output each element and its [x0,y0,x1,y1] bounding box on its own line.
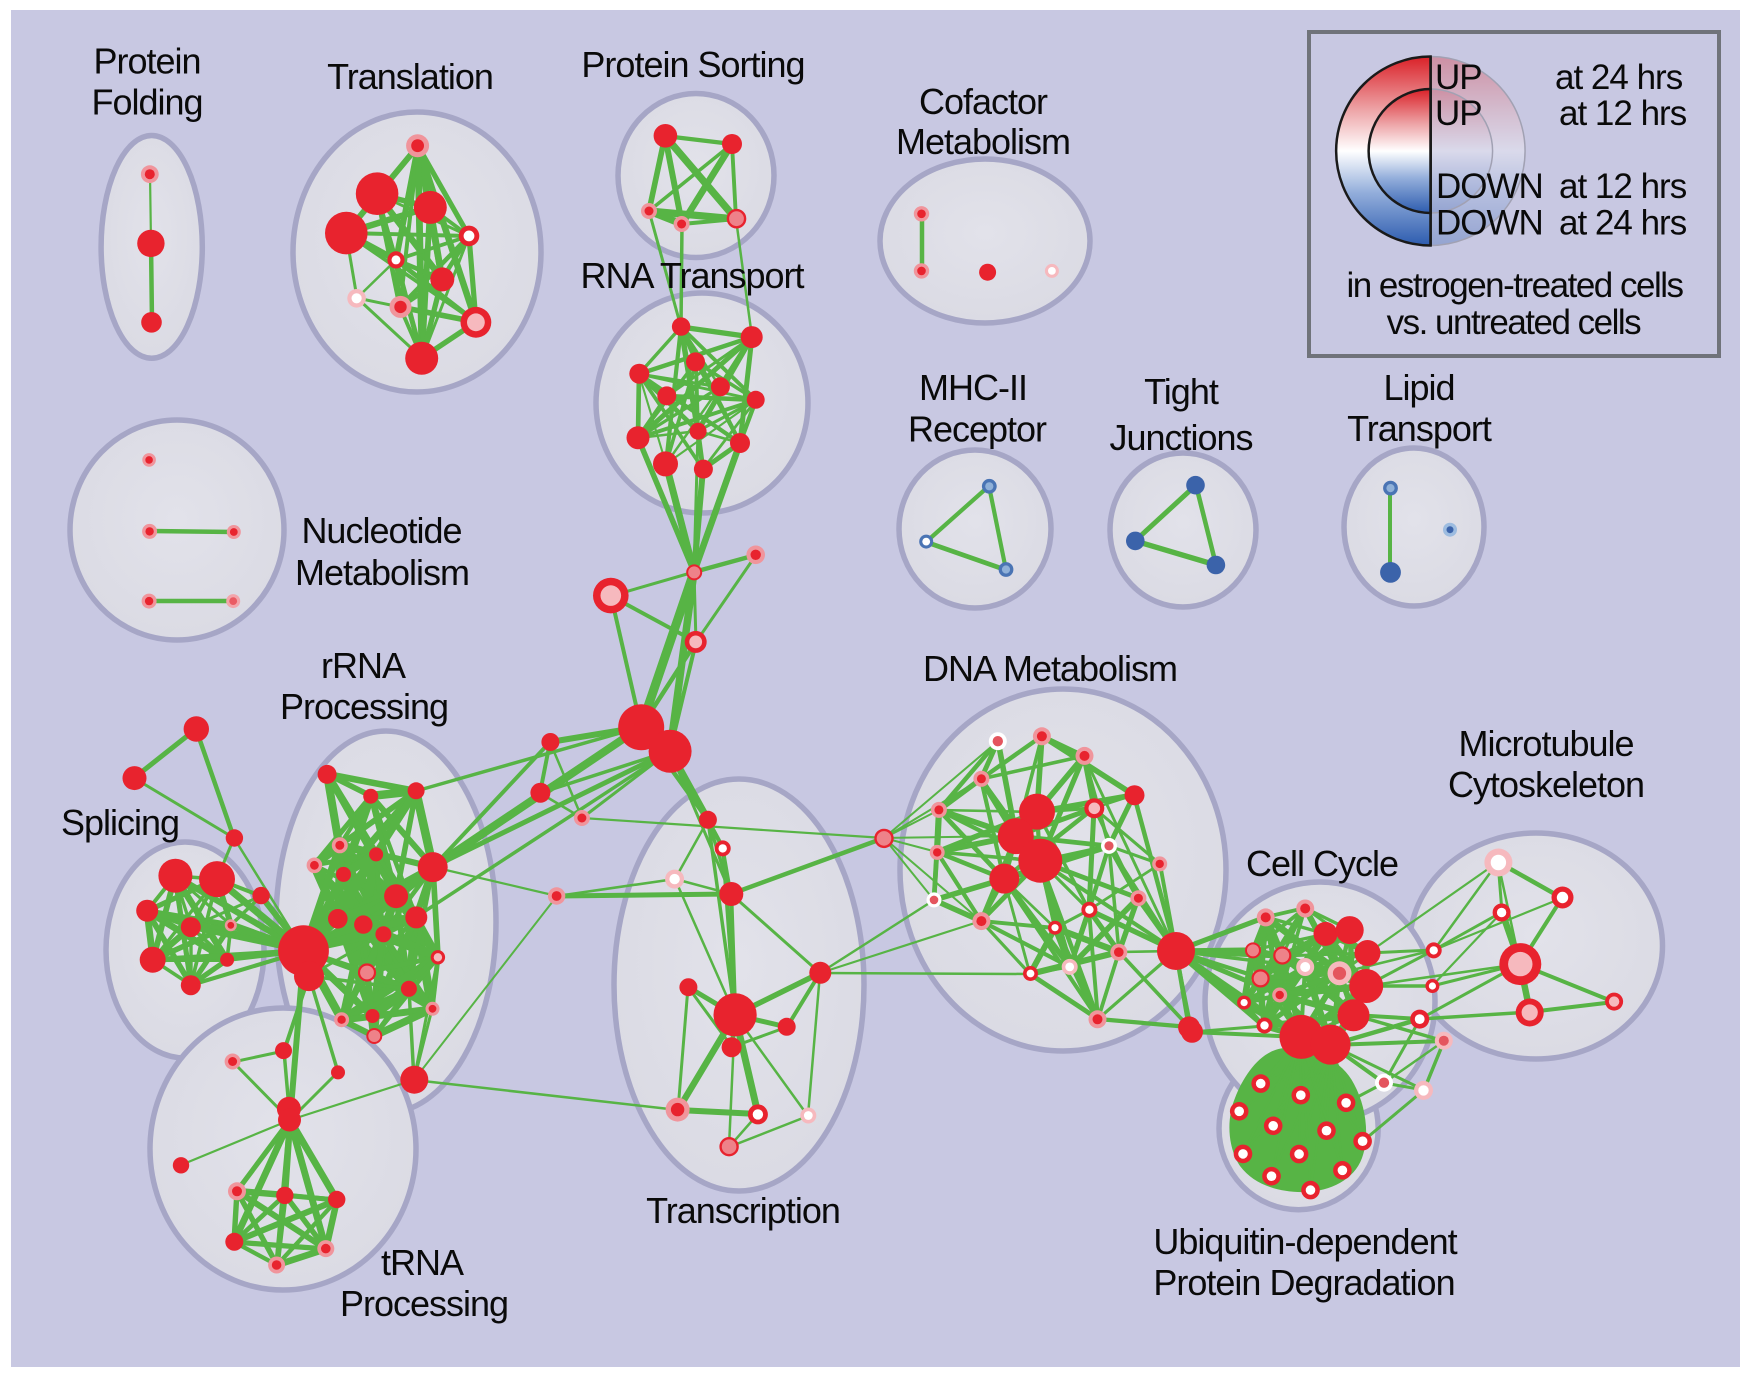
svg-text:Folding: Folding [91,82,202,123]
svg-text:Junctions: Junctions [1109,417,1252,458]
svg-text:Cell Cycle: Cell Cycle [1246,843,1398,884]
svg-text:Transcription: Transcription [646,1190,840,1231]
svg-text:Tight: Tight [1144,371,1219,412]
svg-text:in estrogen-treated cells: in estrogen-treated cells [1346,266,1683,305]
svg-text:Receptor: Receptor [908,409,1047,450]
svg-text:at 12 hrs: at 12 hrs [1559,167,1687,206]
svg-text:Nucleotide: Nucleotide [301,510,461,551]
svg-text:Ubiquitin-dependent: Ubiquitin-dependent [1153,1221,1457,1262]
svg-text:at 24 hrs: at 24 hrs [1555,58,1683,97]
svg-text:Cytoskeleton: Cytoskeleton [1448,764,1644,805]
svg-text:Splicing: Splicing [61,802,179,843]
svg-text:rRNA: rRNA [321,645,406,686]
svg-text:at 12 hrs: at 12 hrs [1559,94,1687,133]
svg-text:Translation: Translation [327,56,493,97]
svg-text:UP: UP [1435,58,1482,97]
svg-text:tRNA: tRNA [381,1242,464,1283]
svg-text:MHC-II: MHC-II [919,367,1027,408]
svg-text:RNA Transport: RNA Transport [580,255,804,296]
svg-text:Processing: Processing [340,1283,508,1324]
svg-text:Protein: Protein [93,40,200,81]
svg-text:Lipid: Lipid [1383,367,1454,408]
svg-text:Protein Degradation: Protein Degradation [1153,1262,1454,1303]
svg-text:UP: UP [1435,94,1482,133]
svg-text:Protein Sorting: Protein Sorting [581,44,804,85]
svg-text:Transport: Transport [1347,408,1492,449]
svg-text:at 24 hrs: at 24 hrs [1559,204,1687,243]
svg-text:Metabolism: Metabolism [295,552,469,593]
svg-text:Processing: Processing [280,686,448,727]
svg-text:Cofactor: Cofactor [919,81,1048,122]
svg-text:Metabolism: Metabolism [896,121,1070,162]
svg-text:vs. untreated cells: vs. untreated cells [1387,303,1642,342]
svg-text:DOWN: DOWN [1436,204,1543,243]
svg-text:DOWN: DOWN [1436,167,1543,206]
svg-text:DNA Metabolism: DNA Metabolism [923,648,1177,689]
svg-text:Microtubule: Microtubule [1458,723,1633,764]
